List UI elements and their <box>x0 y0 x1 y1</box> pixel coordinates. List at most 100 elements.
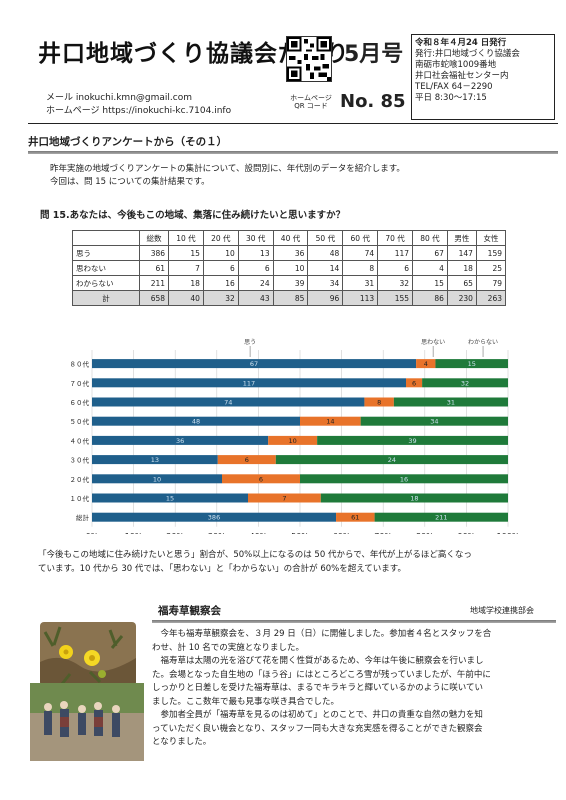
bar-segment <box>268 435 318 445</box>
tel-fax: TEL/FAX 64－2290 <box>415 82 493 92</box>
table-cell: 36 <box>272 245 309 261</box>
data-label: 10 <box>153 475 161 483</box>
survey-intro-1: 昨年実施の地域づくりアンケートの集計について、設問別に、年代別のデータを紹介しま… <box>50 164 405 174</box>
bar-segment <box>217 455 276 465</box>
x-tick-label: 10% <box>125 532 143 534</box>
issue-month: 5月号 <box>344 42 404 67</box>
data-label: 8 <box>377 399 381 407</box>
table-cell: 147 <box>446 245 477 261</box>
data-label: 15 <box>468 360 476 368</box>
table-cell: 85 <box>272 290 309 306</box>
survey-comment-1: 「今後もこの地域に住み続けたいと思う」割合が、50%以上になるのは 50 代から… <box>38 550 472 560</box>
table-cell: 24 <box>237 275 274 291</box>
table-row-label: 思う <box>72 245 140 261</box>
category-label: ３０代 <box>70 456 90 465</box>
data-label: 13 <box>151 456 159 464</box>
bar-segment <box>92 397 365 407</box>
table-header-cell: 30 代 <box>237 230 274 246</box>
table-row: 思わない 61 7 6 6 10 14 8 6 4 18 25 <box>72 260 507 276</box>
bar-segment <box>92 474 222 484</box>
x-tick-label: 80% <box>416 532 434 534</box>
table-cell: 79 <box>475 275 507 291</box>
data-label: 386 <box>208 514 220 522</box>
data-label: 211 <box>435 514 447 522</box>
data-label: 67 <box>250 360 258 368</box>
table-cell: 15 <box>412 275 448 291</box>
data-label: 36 <box>176 437 184 445</box>
table-cell: 658 <box>138 290 170 306</box>
category-label: 総計 <box>76 513 90 522</box>
table-cell: 34 <box>307 275 344 291</box>
table-body: 思う 386 15 10 13 36 48 74 117 67 147 159 思わない 61 7 6 6 10 1… <box>72 245 507 306</box>
table-cell: 263 <box>475 290 507 306</box>
table-cell: 14 <box>307 260 344 276</box>
qr-code-icon[interactable] <box>286 36 332 82</box>
table-cell: 13 <box>237 245 274 261</box>
bar-segment <box>300 474 508 484</box>
data-label: 6 <box>245 456 249 464</box>
legend-label-1: 思わない <box>421 339 445 346</box>
bar-segment <box>92 416 300 426</box>
category-label: ７０代 <box>70 379 90 388</box>
article-line: となりました。 <box>152 737 212 747</box>
data-label: 34 <box>430 418 438 426</box>
fukujuso-organizer: 地域学校連携部会 <box>470 606 534 615</box>
bar-segment <box>422 378 508 388</box>
qr-label-homepage: ホームページ <box>290 94 332 102</box>
table-cell: 74 <box>342 245 379 261</box>
article-line: ました。ここ数年で最も見事な咲き具合でした。 <box>152 696 340 707</box>
table-row-label: 計 <box>72 290 140 306</box>
qr-label-code: QR コード <box>294 102 328 110</box>
table-cell: 48 <box>307 245 344 261</box>
table-cell: 230 <box>446 290 477 306</box>
homepage-link[interactable]: ホームページ https://inokuchi-kc.7104.info <box>46 106 232 116</box>
x-tick-label: 60% <box>333 532 351 534</box>
table-row: わからない 211 18 16 24 39 34 31 32 15 65 79 <box>72 275 507 291</box>
article-line: っていただく良い機会となり、スタッフ一同も大きな充実感を得ることができた観察会 <box>152 723 483 734</box>
table-cell: 32 <box>202 290 239 306</box>
table-header-cell: 50 代 <box>307 230 344 246</box>
x-tick-label: 30% <box>208 532 226 534</box>
article-line: わせ、計 10 名での実施となりました。 <box>152 642 304 653</box>
category-label: ４０代 <box>70 436 90 445</box>
table-cell: 117 <box>377 245 414 261</box>
article-line: た。会場となった自生地の「ほう谷」にはところどころ雪が残っていましたが、午前中に <box>152 669 491 680</box>
table-cell: 96 <box>307 290 344 306</box>
table-row: 思う 386 15 10 13 36 48 74 117 67 147 159 <box>72 245 507 261</box>
table-cell: 6 <box>237 260 274 276</box>
survey-heading: 井口地域づくりアンケートから（その１） <box>28 136 228 148</box>
table-header-cell: 男性 <box>446 230 477 246</box>
table-row-label: 思わない <box>72 260 140 276</box>
bar-segment <box>92 455 218 465</box>
table-row-label: わからない <box>72 275 140 291</box>
data-label: 15 <box>166 495 174 503</box>
fukujuso-heading-underline <box>152 620 556 623</box>
x-tick-label: 100% <box>497 532 520 534</box>
article-line: 今年も福寿草観察会を、３月 29 日（日）に開催しました。参加者４名とスタッフを… <box>160 629 492 639</box>
category-label: ８０代 <box>70 360 90 369</box>
data-label: 48 <box>192 418 200 426</box>
bar-segment <box>248 493 321 503</box>
survey-comment-2: ています。10 代から 30 代では、「思わない」と「わからない」の合計が 60… <box>38 564 406 574</box>
issue-date: 令和８年４月24 日発行 <box>415 38 507 48</box>
category-label: ６０代 <box>70 398 90 407</box>
article-line: しっかりと日差しを受けた福寿草は、まるでキラキラと輝いているかのように咲いてい <box>152 683 483 693</box>
table-cell: 18 <box>446 260 477 276</box>
address-line-1: 南砺市蛇喰1009番地 <box>415 60 497 70</box>
data-label: 4 <box>424 360 428 368</box>
table-header-cell: 女性 <box>475 230 507 246</box>
data-label: 7 <box>282 495 286 503</box>
email-text: メール inokuchi.kmn@gmail.com <box>46 93 192 103</box>
table-cell: 16 <box>202 275 239 291</box>
bar-segment <box>300 416 361 426</box>
data-label: 39 <box>408 437 416 445</box>
bar-segment <box>92 378 407 388</box>
table-header-cell <box>72 230 140 246</box>
table-cell: 40 <box>168 290 204 306</box>
issue-number: No. 85 <box>340 91 406 112</box>
masthead-divider <box>28 123 558 124</box>
table-header-cell: 80 代 <box>412 230 448 246</box>
table-cell: 86 <box>412 290 448 306</box>
data-label: 24 <box>388 456 396 464</box>
survey-heading-underline <box>28 151 558 154</box>
